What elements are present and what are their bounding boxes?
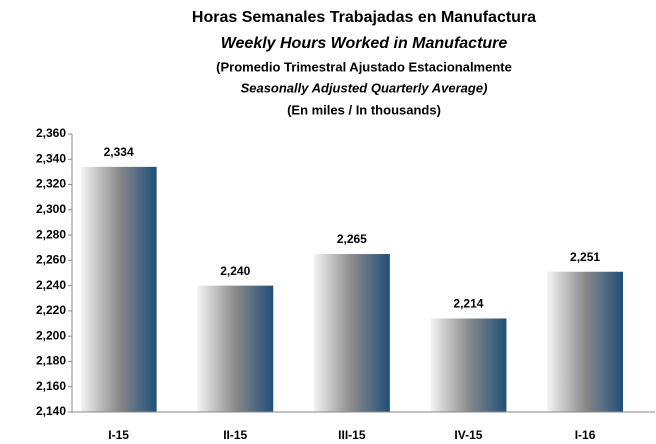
x-tick-label: IV-15: [454, 428, 482, 442]
y-tick-label: 2,140: [36, 404, 66, 418]
y-tick-label: 2,320: [36, 177, 66, 191]
x-tick-label: I-15: [108, 428, 129, 442]
x-tick-label: II-15: [223, 428, 247, 442]
bar: [197, 285, 274, 412]
y-tick-label: 2,260: [36, 253, 66, 267]
y-tick-label: 2,220: [36, 303, 66, 317]
x-tick-label: III-15: [338, 428, 366, 442]
y-tick-label: 2,280: [36, 227, 66, 241]
data-label: 2,214: [453, 297, 483, 311]
y-tick-label: 2,340: [36, 151, 66, 165]
chart-subtitle: Weekly Hours Worked in Manufacture: [221, 35, 508, 52]
bar: [430, 318, 507, 412]
chart-title: Horas Semanales Trabajadas en Manufactur…: [192, 9, 536, 26]
y-tick-label: 2,360: [36, 126, 66, 140]
chart-subtitle: (Promedio Trimestral Ajustado Estacional…: [216, 59, 512, 74]
chart-subtitle: (En miles / In thousands): [287, 102, 441, 117]
y-tick-label: 2,200: [36, 328, 66, 342]
bar: [80, 166, 157, 412]
bar: [547, 271, 624, 412]
x-tick-label: I-16: [575, 428, 596, 442]
y-tick-label: 2,240: [36, 278, 66, 292]
y-tick-label: 2,300: [36, 202, 66, 216]
y-tick-label: 2,180: [36, 354, 66, 368]
data-label: 2,251: [570, 250, 600, 264]
data-label: 2,240: [220, 264, 250, 278]
data-label: 2,334: [104, 145, 134, 159]
chart-subtitle: Seasonally Adjusted Quarterly Average): [241, 80, 488, 95]
bar: [313, 254, 390, 412]
data-label: 2,265: [337, 232, 367, 246]
y-tick-label: 2,160: [36, 379, 66, 393]
